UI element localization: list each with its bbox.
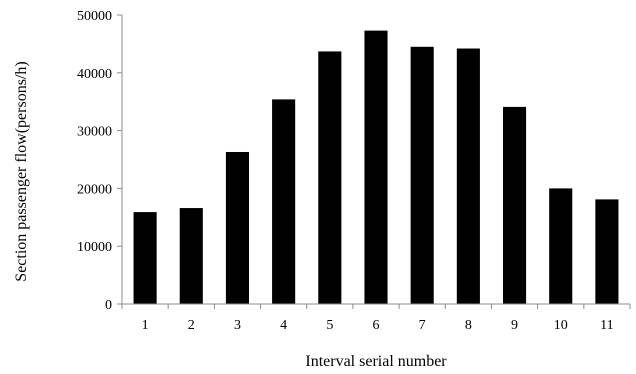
x-tick-label: 2 <box>188 318 195 333</box>
y-tick-label: 20000 <box>77 182 112 197</box>
x-axis-ticks: 1 2 3 4 5 6 7 8 9 10 11 <box>121 304 631 333</box>
bar-9 <box>503 106 527 304</box>
bar-8 <box>456 48 480 304</box>
bar-10 <box>549 188 573 304</box>
y-tick-label: 10000 <box>77 240 112 255</box>
x-tick-label: 11 <box>600 318 613 333</box>
bar-7 <box>410 46 434 304</box>
y-axis-title: Section passenger flow(persons/h) <box>13 61 30 281</box>
y-tick-label: 40000 <box>77 67 112 82</box>
x-tick-label: 8 <box>465 318 472 333</box>
x-tick-label: 3 <box>234 318 241 333</box>
y-axis-ticks: 0 10000 20000 30000 40000 50000 <box>77 9 122 313</box>
x-tick-label: 1 <box>142 318 149 333</box>
y-tick-label: 50000 <box>77 9 112 24</box>
bar-2 <box>179 208 203 304</box>
bars <box>133 30 619 305</box>
bar-11 <box>595 199 619 304</box>
x-axis-title: Interval serial number <box>305 353 447 370</box>
bar-5 <box>318 51 342 304</box>
x-tick-label: 9 <box>511 318 518 333</box>
x-tick-label: 6 <box>373 318 380 333</box>
bar-6 <box>364 30 388 305</box>
y-tick-label: 0 <box>105 298 112 313</box>
x-tick-label: 7 <box>419 318 426 333</box>
bar-4 <box>272 99 296 304</box>
bar-3 <box>225 151 249 304</box>
x-tick-label: 10 <box>554 318 568 333</box>
bar-1 <box>133 212 157 304</box>
x-tick-label: 5 <box>326 318 333 333</box>
y-tick-label: 30000 <box>77 125 112 140</box>
x-tick-label: 4 <box>280 318 287 333</box>
